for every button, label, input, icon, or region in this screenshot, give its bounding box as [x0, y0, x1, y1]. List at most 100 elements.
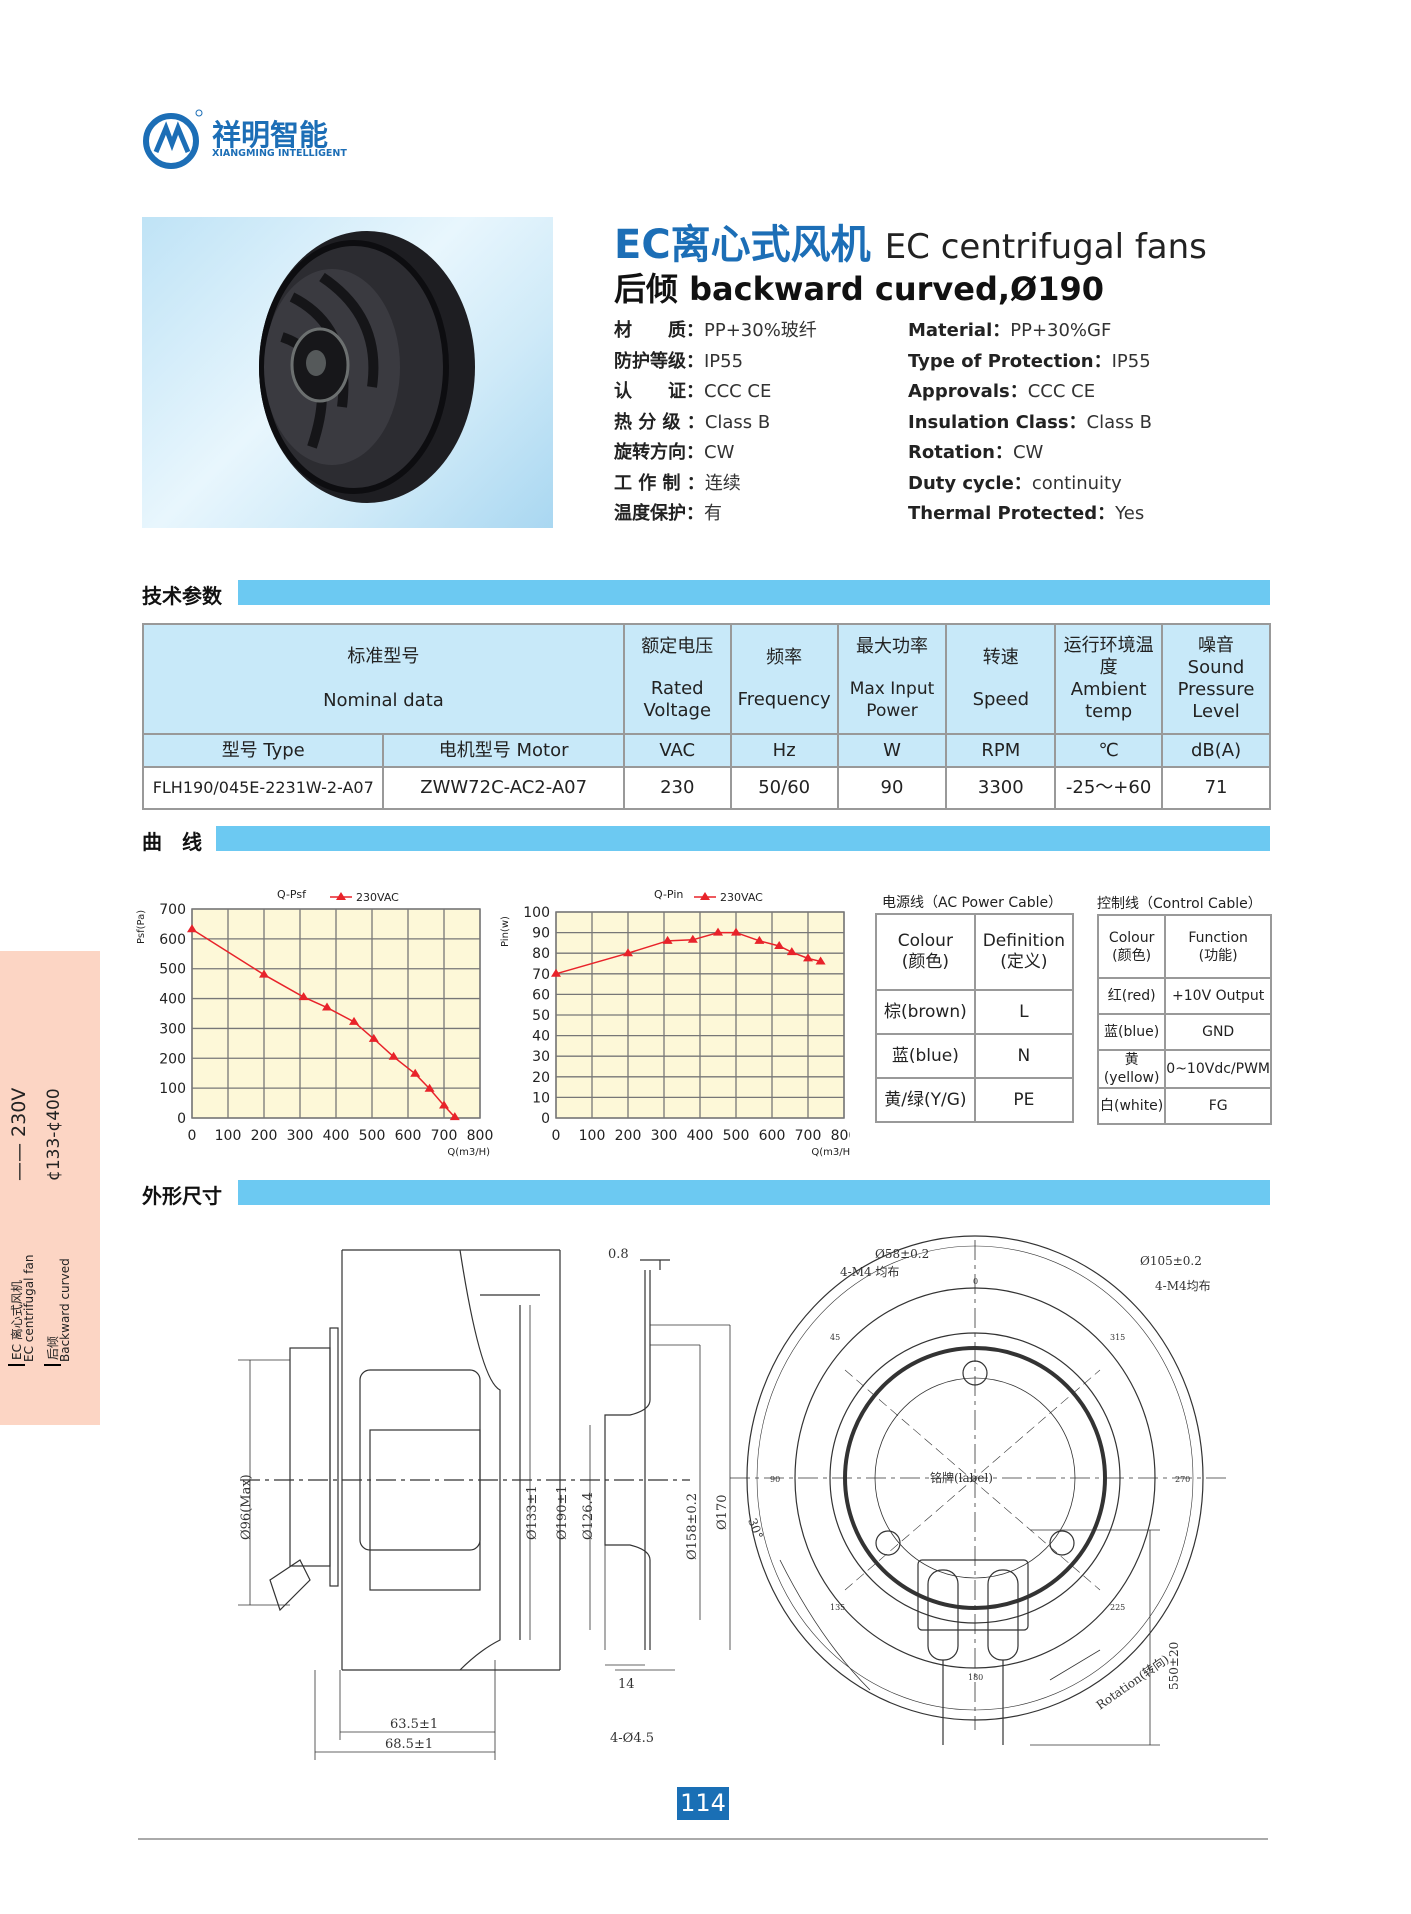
header-voltage: 额定电压 Rated Voltage [622, 623, 732, 735]
dim-t08: 0.8 [608, 1247, 629, 1262]
cable-function: N [973, 1033, 1075, 1079]
x-tick-label: 700 [431, 1128, 458, 1144]
data-cell: ZWW72C-AC2-A07 [382, 766, 625, 810]
data-point [731, 927, 741, 936]
h-en: Frequency [737, 689, 831, 710]
legend-label: 230VAC [356, 891, 399, 904]
logo-mark-icon [143, 109, 203, 169]
dim-m4b: 4-M4均布 [1155, 1279, 1211, 1293]
dim-d133: Ø133±1 [525, 1485, 540, 1540]
data-cell: FLH190/045E-2231W-2-A07 [141, 766, 385, 810]
y-tick-label: 0 [541, 1111, 550, 1127]
page-subtitle: 后倾 backward curved,Ø190 [614, 270, 1105, 308]
spec-label: Insulation Class： [908, 411, 1087, 433]
spec-value: IP55 [704, 350, 744, 372]
h-en: Speed [972, 689, 1029, 710]
data-point [187, 924, 197, 933]
spec-label: Duty cycle： [908, 472, 1032, 494]
section-tech-label: 技术参数 [142, 584, 222, 608]
dim-w14: 14 [618, 1677, 635, 1692]
h-cn: 频率 [766, 647, 803, 668]
dim-d158: Ø158±0.2 [685, 1493, 700, 1560]
spec-row: 温度保护：有 [614, 499, 722, 525]
front-view [730, 1235, 1230, 1746]
h-cn: 额定电压 [641, 636, 714, 657]
data-point [424, 1083, 435, 1092]
h-cn: 噪音 [1198, 635, 1235, 656]
chart-title: Q-Pin [654, 888, 683, 901]
nameplate-label: 铭牌(label) [930, 1470, 993, 1485]
dim-d190: Ø190±1 [555, 1485, 570, 1540]
title-cn: EC离心式风机 [614, 222, 871, 268]
dim-d1264: Ø126.4 [581, 1492, 596, 1540]
brand-logo: 祥明智能 XIANGMING INTELLIGENT [142, 108, 362, 170]
spec-label: Material： [908, 320, 1011, 341]
data-point [754, 935, 765, 944]
spec-label: 旋转方向： [614, 442, 704, 463]
rotation-label: Rotation(转向) [1093, 1651, 1171, 1712]
spec-label: 热 分 级 ： [614, 411, 705, 433]
nominal-cn: 标准型号 [347, 646, 420, 667]
unit-cell: 型号 Type [141, 733, 385, 768]
dim-m4a: 4-M4 均布 [840, 1265, 899, 1279]
h-en: Max Input Power [849, 679, 935, 721]
data-point [349, 1016, 359, 1025]
spec-row: Material：PP+30%GF [908, 316, 1111, 342]
deg-label: 90 [770, 1475, 780, 1484]
front-view-labels: Ø58±0.2 4-M4 均布 Ø105±0.2 4-M4均布 铭牌(label… [745, 1247, 1210, 1712]
spec-row: 旋转方向：CW [614, 438, 734, 464]
side-tab: —— 230V ¢133-¢400 EC 离心式风机 EC centrifuga… [0, 951, 100, 1425]
unit-cell: dB(A) [1161, 733, 1271, 768]
deg-label: 45 [830, 1333, 840, 1342]
spec-label: 认 证： [614, 381, 704, 402]
dim-d170: Ø170 [715, 1495, 730, 1530]
data-point [388, 1051, 399, 1060]
product-photo [142, 217, 553, 528]
x-tick-label: 800 [467, 1128, 494, 1144]
data-cell: 230 [622, 766, 732, 810]
dim-w635: 63.5±1 [390, 1717, 438, 1732]
header-frequency: 频率 Frequency [729, 623, 839, 735]
spec-value: CW [704, 442, 735, 463]
performance-charts: 0 100 200 300 400 500 600 700 800010020030040050… [136, 888, 850, 1158]
brand-name-en: XIANGMING INTELLIGENT [212, 148, 347, 159]
y-axis-label: Psf(Pa) [136, 910, 147, 944]
y-tick-label: 40 [532, 1029, 550, 1045]
title-en: EC centrifugal fans [884, 227, 1207, 267]
y-tick-label: 90 [532, 926, 550, 942]
header-temp: 运行环境温度 Ambient temp [1054, 623, 1164, 735]
h-cn: 转速 [982, 647, 1019, 668]
unit-cell: ℃ [1054, 733, 1164, 768]
section-view [589, 1259, 731, 1671]
y-tick-label: 10 [532, 1090, 550, 1106]
x-tick-label: 100 [579, 1128, 606, 1144]
dimension-drawing: Ø96(Max) Ø133±1 Ø190±1 63.5±1 68.5±1 0.8… [238, 1235, 1230, 1760]
spec-row: Duty cycle：continuity [908, 469, 1122, 495]
spec-value: Yes [1115, 503, 1145, 524]
data-point [623, 948, 633, 957]
spec-row: 热 分 级 ：Class B [614, 408, 770, 434]
table-row: FLH190/045E-2231W-2-A07 ZWW72C-AC2-A07 230… [141, 766, 1271, 810]
x-tick-label: 600 [759, 1128, 786, 1144]
spec-row: Type of Protection：IP55 [908, 347, 1151, 373]
y-tick-label: 100 [523, 905, 550, 921]
h-cn: 运行环境温度 [1063, 635, 1154, 678]
data-cell: 90 [836, 766, 948, 810]
y-tick-label: 100 [159, 1081, 186, 1097]
x-axis-label: Q(m3/H) [447, 1147, 490, 1158]
cable-function: L [973, 989, 1075, 1035]
x-tick-label: 300 [287, 1128, 314, 1144]
header-speed: 转速 Speed [945, 623, 1057, 735]
x-tick-label: 500 [723, 1128, 750, 1144]
spec-row: Insulation Class：Class B [908, 408, 1152, 434]
data-point [322, 1002, 332, 1011]
colour-header: Colour (颜色) [875, 913, 976, 991]
spec-value: PP+30%玻纤 [704, 320, 817, 341]
nominal-en: Nominal data [323, 690, 444, 711]
section-tech-bar [238, 580, 1270, 605]
data-cell: -25～+60 [1054, 766, 1164, 810]
deg-label: 180 [968, 1673, 983, 1682]
spec-label: 温度保护： [614, 503, 704, 524]
spec-value: CW [1012, 442, 1044, 463]
cable-function: FG [1164, 1087, 1272, 1125]
